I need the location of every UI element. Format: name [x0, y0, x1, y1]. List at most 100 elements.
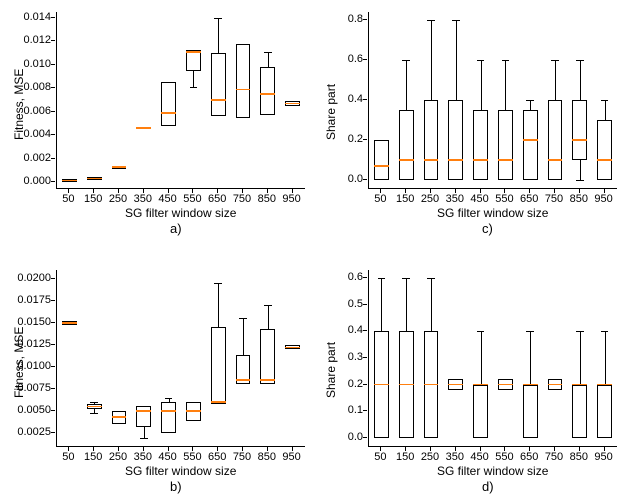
median-line	[473, 159, 488, 161]
x-tick: 350	[443, 451, 467, 463]
x-tick: 550	[492, 193, 516, 205]
box	[186, 402, 201, 421]
x-tick: 650	[205, 193, 229, 205]
median-line	[523, 139, 538, 141]
y-tick: 0.0025	[1, 426, 51, 438]
x-tick: 350	[131, 451, 155, 463]
median-line	[211, 401, 226, 403]
whisker-cap	[576, 60, 583, 61]
whisker-cap	[576, 331, 583, 332]
median-line	[87, 178, 102, 180]
median-line	[260, 93, 275, 95]
x-tick: 450	[156, 451, 180, 463]
whisker-cap	[90, 413, 97, 414]
median-line	[548, 384, 563, 386]
median-line	[498, 384, 513, 386]
y-tick: 0.0075	[1, 382, 51, 394]
box	[136, 406, 151, 427]
box	[424, 100, 439, 180]
whisker-upper	[505, 60, 506, 110]
whisker-lower	[580, 160, 581, 180]
y-tick: 0.5	[313, 298, 363, 310]
median-line	[424, 159, 439, 161]
y-tick: 0.004	[1, 128, 51, 140]
x-tick: 350	[131, 193, 155, 205]
whisker-cap	[551, 60, 558, 61]
whisker-cap	[190, 87, 197, 88]
whisker-upper	[431, 278, 432, 331]
whisker-cap	[427, 20, 434, 21]
median-line	[374, 384, 389, 386]
y-tick: 0.0050	[1, 404, 51, 416]
x-tick: 250	[418, 451, 442, 463]
y-tick: 0.2	[313, 378, 363, 390]
box	[572, 385, 587, 438]
x-tick: 550	[492, 451, 516, 463]
whisker-cap	[601, 331, 608, 332]
median-line	[399, 159, 414, 161]
y-axis-label: Share part	[324, 342, 338, 398]
box	[161, 82, 176, 125]
plot-area	[368, 270, 617, 447]
whisker-cap	[477, 331, 484, 332]
whisker-upper	[555, 60, 556, 100]
median-line	[236, 379, 251, 381]
x-tick: 150	[393, 451, 417, 463]
y-tick: 0.0150	[1, 316, 51, 328]
panel-c: 0.00.20.40.60.85015025035045055065075085…	[368, 12, 616, 188]
box	[548, 100, 563, 180]
median-line	[236, 89, 251, 91]
median-line	[285, 103, 300, 105]
y-tick: 0.3	[313, 351, 363, 363]
subplot-label: a)	[170, 221, 182, 236]
median-line	[112, 416, 127, 418]
x-tick: 50	[368, 193, 392, 205]
whisker-cap	[140, 438, 147, 439]
box	[597, 120, 612, 180]
whisker-upper	[218, 18, 219, 53]
box	[448, 100, 463, 180]
x-tick: 950	[280, 451, 304, 463]
x-axis-label: SG filter window size	[125, 464, 236, 478]
whisker-upper	[530, 100, 531, 110]
whisker-cap	[452, 20, 459, 21]
median-line	[186, 410, 201, 412]
box	[523, 110, 538, 180]
x-tick: 350	[443, 193, 467, 205]
whisker-cap	[239, 318, 246, 319]
box	[260, 67, 275, 115]
whisker-upper	[381, 278, 382, 331]
x-tick: 750	[230, 193, 254, 205]
whisker-upper	[580, 331, 581, 384]
box	[374, 140, 389, 180]
median-line	[448, 384, 463, 386]
whisker-upper	[431, 20, 432, 100]
y-tick: 0.008	[1, 81, 51, 93]
panel-b: 0.00250.00500.00750.01000.01250.01500.01…	[56, 270, 304, 446]
whisker-upper	[243, 318, 244, 355]
median-line	[87, 406, 102, 408]
x-tick: 850	[255, 193, 279, 205]
median-line	[136, 127, 151, 129]
box	[260, 329, 275, 384]
box	[211, 53, 226, 116]
panel-d: 0.00.10.20.30.40.50.65015025035045055065…	[368, 270, 616, 446]
y-tick: 0.002	[1, 152, 51, 164]
whisker-upper	[481, 60, 482, 110]
subplot-label: b)	[170, 479, 182, 494]
whisker-cap	[402, 278, 409, 279]
x-tick: 650	[517, 193, 541, 205]
median-line	[62, 180, 77, 182]
whisker-upper	[605, 100, 606, 120]
median-line	[523, 384, 538, 386]
whisker-lower	[144, 427, 145, 438]
box	[572, 100, 587, 160]
x-tick: 950	[280, 193, 304, 205]
median-line	[161, 112, 176, 114]
whisker-cap	[165, 398, 172, 399]
median-line	[498, 159, 513, 161]
median-line	[597, 159, 612, 161]
whisker-cap	[378, 278, 385, 279]
median-line	[374, 165, 389, 167]
figure: 0.0000.0020.0040.0060.0080.0100.0120.014…	[0, 0, 640, 504]
